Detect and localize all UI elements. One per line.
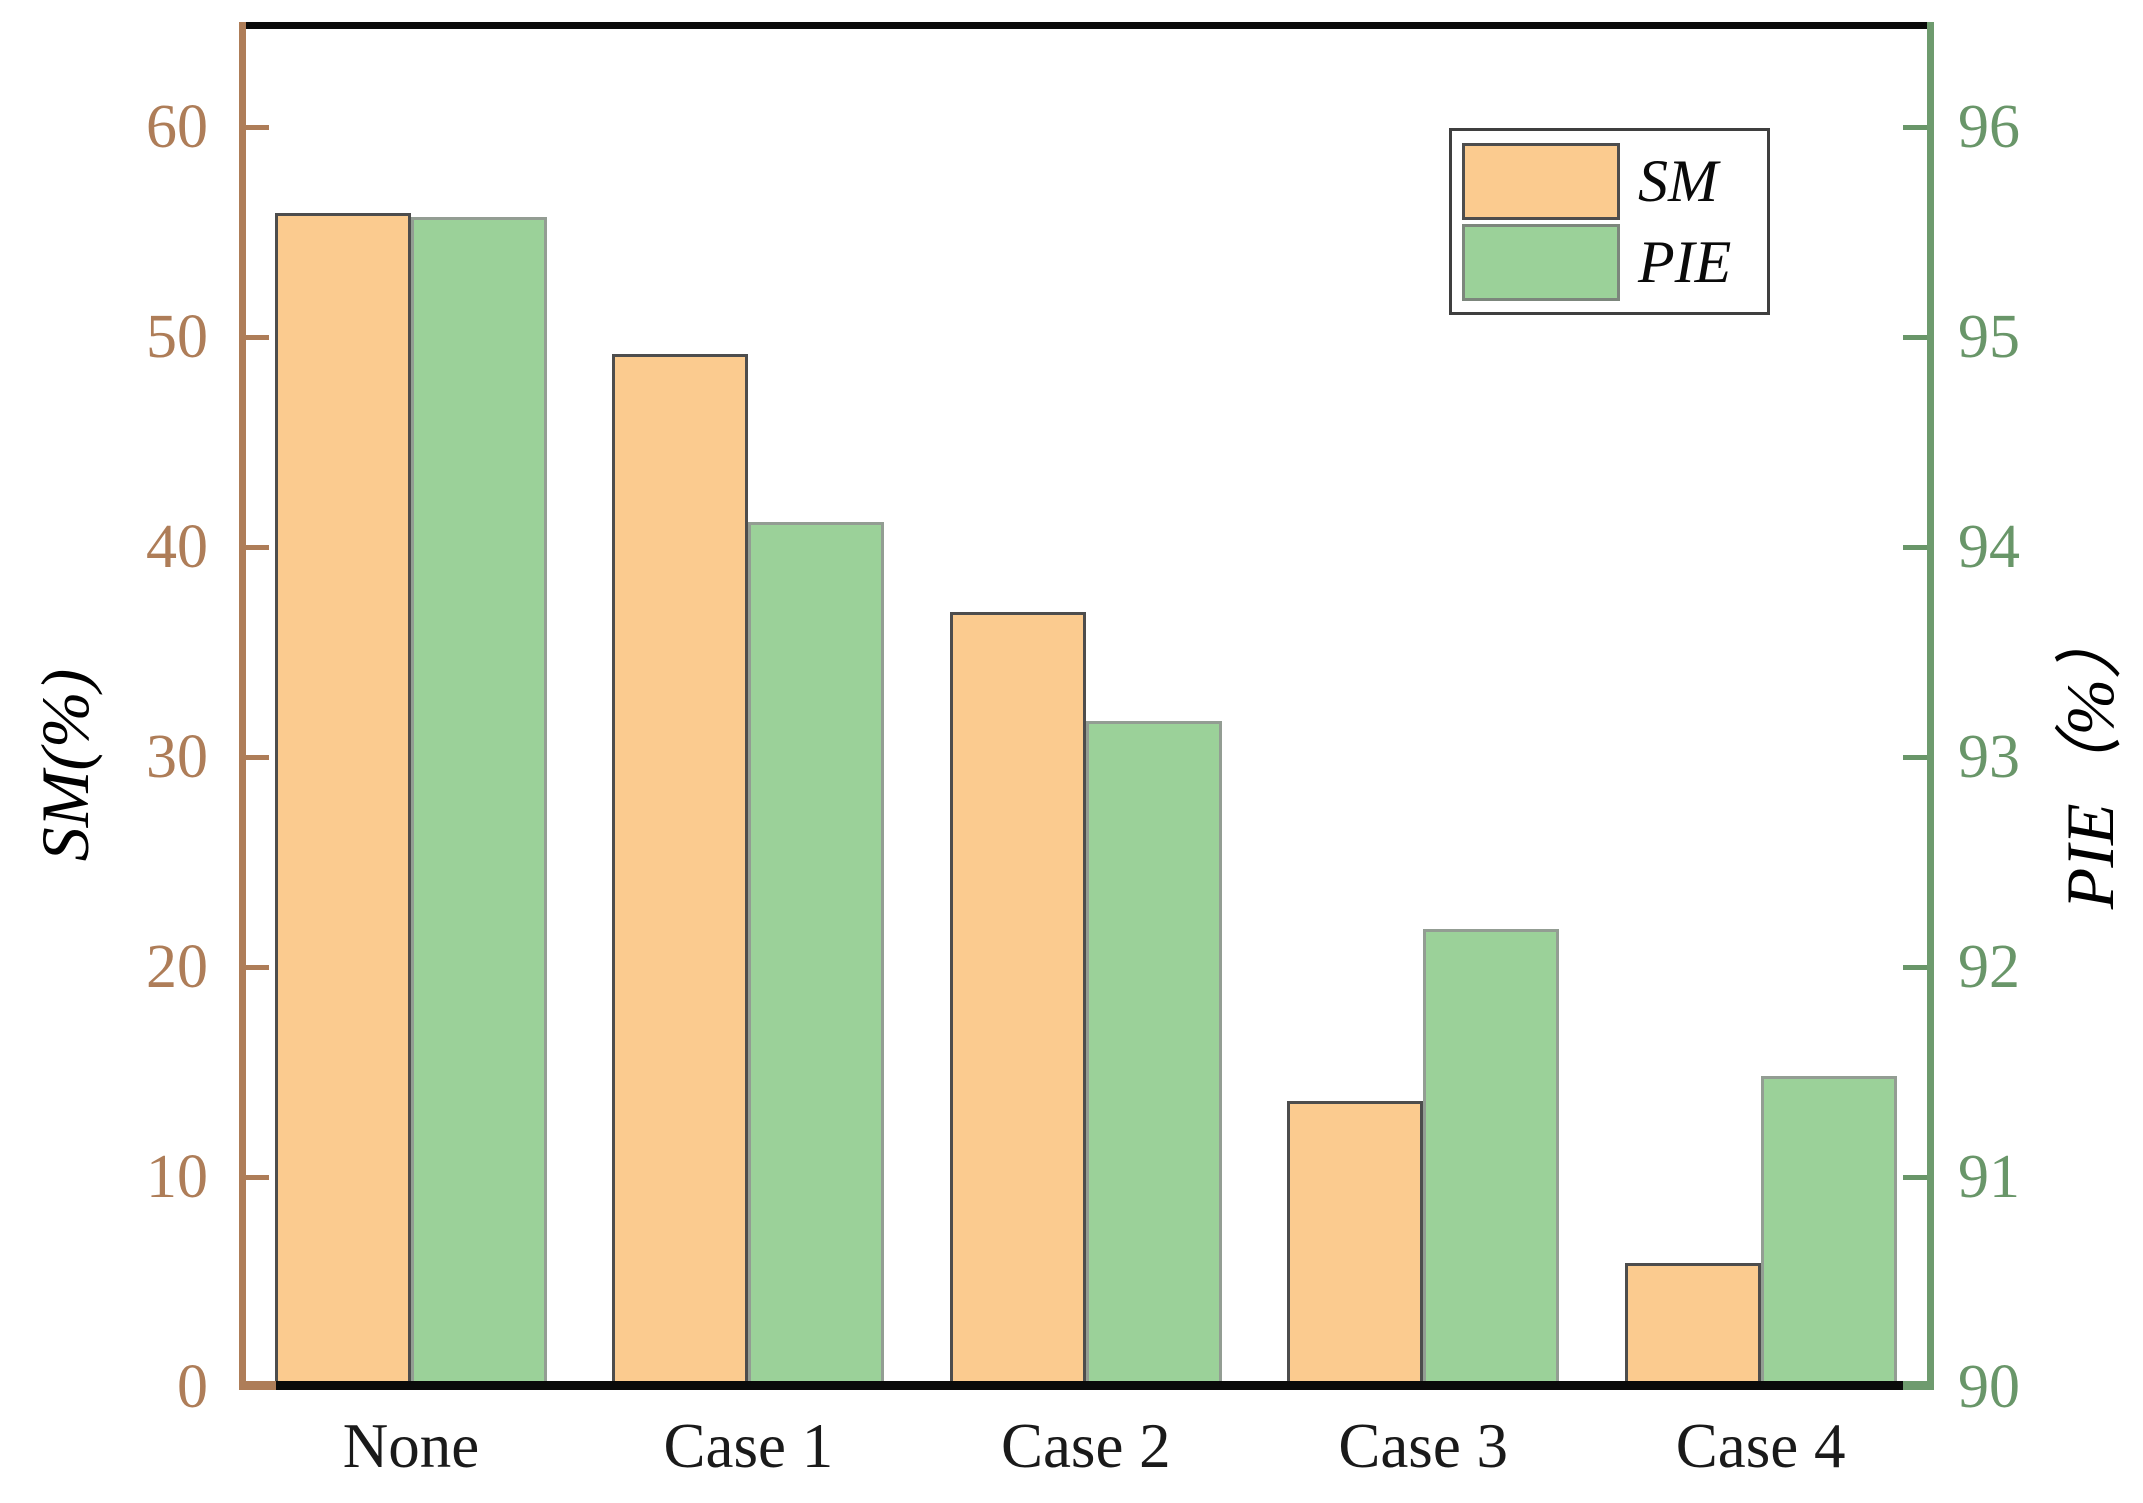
left-axis-tick-label: 20 [146, 933, 208, 1002]
left-axis-tick-label: 50 [146, 303, 208, 372]
left-axis-tick-label: 60 [146, 93, 208, 162]
right-axis-tick-label: 95 [1958, 303, 2020, 372]
left-axis-tick-label: 0 [177, 1353, 208, 1421]
legend-swatch-sm [1462, 142, 1620, 220]
right-axis-tick [1903, 754, 1930, 760]
bottom-spine [276, 1381, 1903, 1390]
legend-label-sm: SM [1638, 148, 1718, 214]
legend-entry-pie: PIE [1462, 223, 1767, 301]
right-axis-tick [1903, 544, 1930, 550]
legend-entry-sm: SM [1462, 142, 1767, 220]
bar-sm-none [275, 213, 411, 1387]
left-axis-tick-label: 40 [146, 513, 208, 582]
bar-pie-case-4 [1760, 1076, 1897, 1387]
right-axis-tick-label: 96 [1958, 93, 2020, 162]
right-axis-tick-label: 91 [1958, 1143, 2020, 1211]
left-axis-tick [242, 1174, 269, 1180]
legend: SM PIE [1449, 128, 1770, 315]
legend-label-pie: PIE [1638, 229, 1732, 295]
x-tick-label-none: None [342, 1411, 480, 1481]
left-axis-tick-label: 10 [146, 1143, 208, 1211]
left-axis-tick [242, 124, 269, 130]
right-axis-tick-label: 94 [1958, 513, 2020, 582]
right-axis-tick [1903, 1174, 1930, 1180]
bar-sm-case-4 [1624, 1263, 1761, 1387]
left-axis-tick [242, 754, 269, 760]
right-axis-tick-label: 92 [1958, 933, 2020, 1002]
left-axis-tick [242, 544, 269, 550]
right-axis-tick-label: 90 [1958, 1353, 2020, 1421]
right-axis-tick [1903, 124, 1930, 130]
bar-sm-case-1 [612, 353, 749, 1387]
right-spine [1927, 22, 1934, 1390]
top-spine [239, 22, 1934, 29]
right-axis-tick [1903, 964, 1930, 970]
bar-pie-case-2 [1085, 721, 1222, 1387]
bar-sm-case-3 [1287, 1101, 1424, 1387]
bar-pie-case-3 [1423, 929, 1560, 1387]
bar-pie-none [411, 217, 547, 1387]
left-axis-tick [242, 334, 269, 340]
x-tick-label-case-3: Case 3 [1338, 1411, 1509, 1481]
x-tick-label-case-1: Case 1 [663, 1411, 834, 1481]
right-axis-tick [1903, 334, 1930, 340]
legend-swatch-pie [1462, 223, 1620, 301]
left-spine [239, 22, 246, 1390]
left-axis-tick [242, 964, 269, 970]
x-tick-label-case-2: Case 2 [1000, 1411, 1171, 1481]
right-axis-tick-label: 93 [1958, 723, 2020, 792]
bar-sm-case-2 [949, 612, 1086, 1387]
x-tick-label-case-4: Case 4 [1675, 1411, 1846, 1481]
bottom-spine-left-segment [239, 1381, 276, 1390]
bar-pie-case-1 [748, 521, 885, 1387]
left-axis-tick-label: 30 [146, 723, 208, 792]
bottom-spine-right-segment [1903, 1381, 1934, 1390]
